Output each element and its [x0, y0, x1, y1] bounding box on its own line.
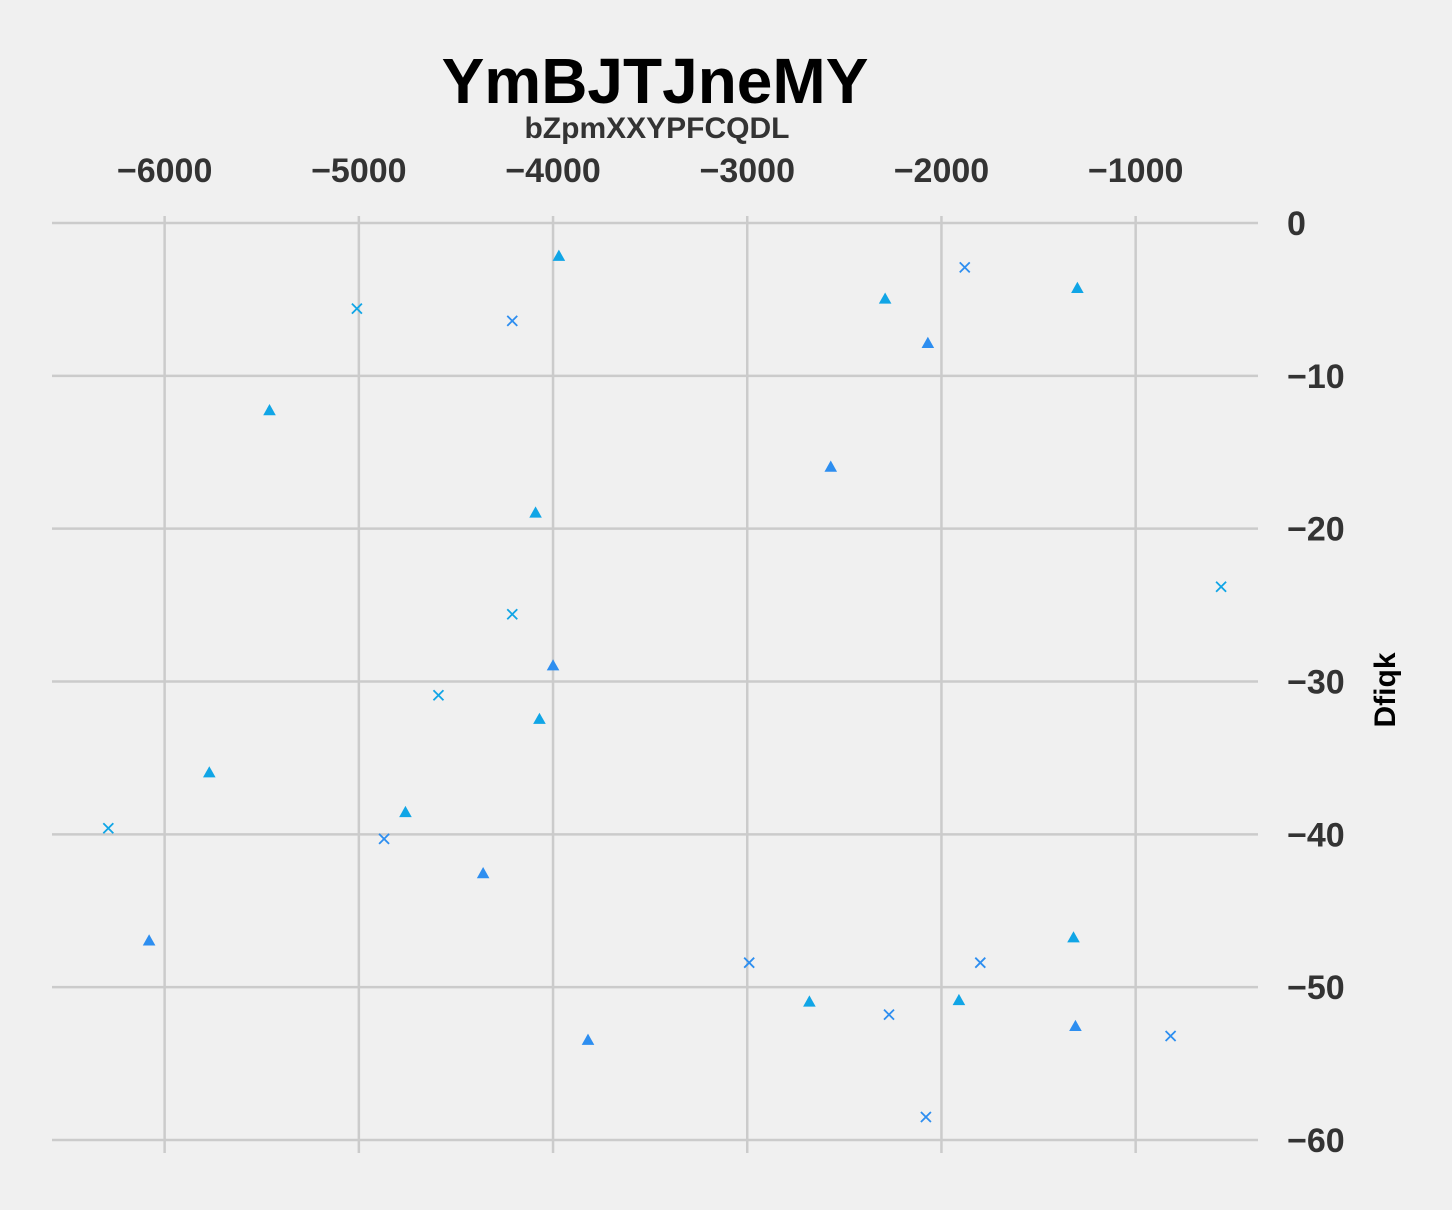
x-tick-label: −4000	[505, 152, 601, 190]
y-tick-label: −60	[1287, 1122, 1345, 1160]
y-tick-label: −30	[1287, 664, 1345, 702]
triangle-point	[533, 712, 546, 724]
triangle-point	[803, 995, 816, 1007]
x-point	[959, 261, 971, 274]
triangle-point	[142, 934, 156, 946]
chart-subtitle: bZpmXXYPFCQDL	[524, 112, 789, 145]
x-point	[974, 957, 986, 969]
triangle-point	[581, 1033, 595, 1045]
y-tick-label: −20	[1287, 511, 1345, 549]
triangle-point	[1069, 1019, 1082, 1032]
triangle-point	[552, 249, 566, 261]
triangle-point	[1071, 281, 1084, 293]
triangle-point	[546, 659, 560, 671]
x-point	[506, 315, 518, 327]
x-tick-label: −2000	[894, 152, 990, 190]
tick-labels: −6000 −5000 −4000 −3000 −2000 −1000 0 −10 −20 −30…	[117, 152, 1345, 1160]
triangle-point	[824, 460, 838, 472]
triangle-point	[476, 867, 490, 879]
x-point	[378, 833, 390, 845]
y-tick-label: 0	[1287, 205, 1306, 243]
triangle-point	[921, 336, 935, 348]
x-tick-label: −5000	[311, 152, 407, 190]
x-point	[351, 302, 363, 315]
x-point	[920, 1111, 932, 1123]
x-point	[883, 1009, 895, 1021]
chart-title: YmBJTJneMY	[442, 45, 869, 117]
x-point	[1215, 581, 1227, 593]
y-axis-label: Dfiqk	[1369, 652, 1402, 727]
grid-lines	[52, 216, 1258, 1153]
x-tick-label: −1000	[1088, 152, 1184, 190]
y-tick-label: −10	[1287, 358, 1345, 396]
x-tick-label: −6000	[117, 152, 213, 190]
triangle-point	[1067, 931, 1080, 943]
x-point	[743, 957, 755, 969]
x-point	[102, 822, 114, 834]
triangle-point	[399, 805, 412, 818]
y-tick-label: −40	[1287, 816, 1345, 854]
triangle-point	[263, 404, 276, 416]
x-point	[1164, 1030, 1177, 1042]
x-tick-label: −3000	[699, 152, 795, 190]
x-point	[432, 689, 445, 701]
x-point	[506, 608, 518, 620]
triangle-point	[952, 993, 966, 1006]
y-tick-label: −50	[1287, 969, 1345, 1007]
triangle-point	[203, 766, 216, 778]
triangle-point	[529, 506, 542, 518]
data-points	[102, 249, 1227, 1123]
triangle-point	[878, 292, 892, 304]
